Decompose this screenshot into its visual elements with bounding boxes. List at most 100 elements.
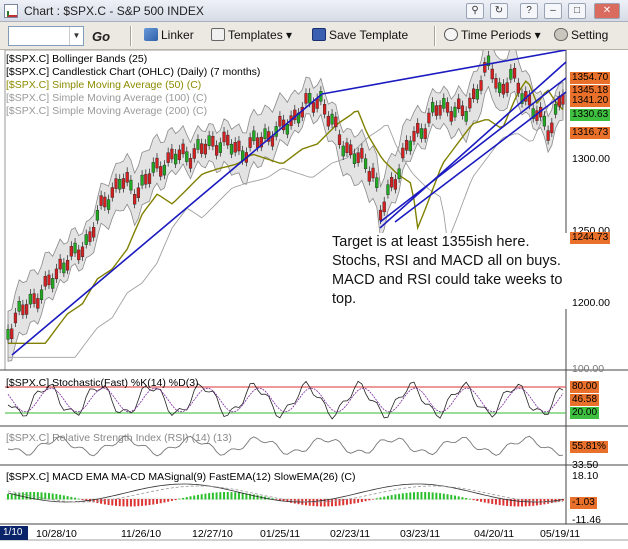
- maximize-button[interactable]: □: [568, 3, 586, 19]
- candle-body: [278, 115, 282, 127]
- candle-body: [21, 304, 25, 316]
- date-axis-label: 01/25/11: [260, 528, 301, 540]
- macd-histogram-bar: [472, 499, 475, 501]
- price-value-tag: 1316.73: [570, 127, 611, 139]
- price-legend-item: [$SPX.C] Simple Moving Average (50) (C): [6, 79, 202, 91]
- time-periods-label: Time Periods: [461, 28, 532, 42]
- price-value-tag: 1345.18: [570, 85, 611, 97]
- macd-histogram-bar: [7, 493, 9, 500]
- candle-body: [360, 148, 364, 159]
- candle-body: [546, 130, 550, 141]
- macd-histogram-bar: [122, 499, 125, 507]
- toolbar-divider: [434, 26, 436, 46]
- rsi-axis-low: 33.50: [572, 459, 599, 471]
- macd-histogram-bar: [398, 493, 401, 500]
- candle-body: [185, 151, 189, 162]
- macd-histogram-bar: [286, 499, 289, 503]
- candle-body: [352, 153, 357, 164]
- stoch-k-line: [7, 380, 564, 420]
- macd-histogram-bar: [513, 499, 516, 507]
- macd-histogram-bar: [476, 499, 479, 501]
- price-value-tag: 1330.63: [570, 109, 611, 121]
- title-bar: Chart : $SPX.C - S&P 500 INDEX ⚲ ↻ ? – □…: [0, 0, 628, 22]
- candle-body: [103, 196, 107, 208]
- candle-body: [431, 102, 435, 113]
- price-legend-item: [$SPX.C] Simple Moving Average (200) (C): [6, 105, 208, 117]
- candle-body: [155, 157, 159, 169]
- date-axis-label: 03/23/11: [400, 528, 441, 540]
- candle-body: [408, 140, 412, 152]
- macd-histogram-bar: [461, 497, 464, 500]
- macd-histogram-bar: [338, 499, 341, 506]
- chevron-down-icon[interactable]: ▼: [69, 27, 83, 45]
- candle-body: [166, 152, 170, 163]
- candle-body: [114, 178, 118, 189]
- date-scroll-handle[interactable]: 1/10: [0, 526, 28, 540]
- symbol-combobox[interactable]: ▼: [8, 26, 84, 46]
- macd-histogram-bar: [506, 499, 509, 506]
- candle-body: [118, 178, 122, 190]
- macd-histogram-bar: [364, 499, 367, 502]
- linker-button[interactable]: Linker: [144, 28, 194, 42]
- time-periods-button[interactable]: Time Periods ▾: [444, 28, 541, 42]
- candle-body: [498, 82, 502, 93]
- candle-body: [334, 116, 338, 128]
- candle-body: [58, 258, 62, 270]
- macd-histogram-bar: [401, 493, 404, 500]
- candle-body: [464, 111, 468, 122]
- candle-body: [423, 128, 427, 139]
- macd-panel-header: [$SPX.C] MACD EMA MA-CD MASignal(9) Fast…: [6, 471, 356, 483]
- macd-histogram-bar: [174, 499, 177, 501]
- macd-histogram-bar: [237, 492, 240, 500]
- macd-histogram-bar: [334, 499, 337, 507]
- macd-histogram-bar: [129, 499, 132, 507]
- settings-button[interactable]: Setting: [554, 28, 608, 42]
- macd-histogram-bar: [189, 496, 192, 500]
- minimize-button[interactable]: –: [544, 3, 562, 19]
- close-button[interactable]: ✕: [594, 3, 620, 19]
- macd-histogram-bar: [282, 499, 285, 502]
- macd-histogram-bar: [185, 497, 188, 500]
- macd-histogram-bar: [390, 495, 393, 500]
- macd-histogram-bar: [494, 499, 497, 505]
- macd-histogram-bar: [319, 499, 322, 507]
- candle-body: [457, 98, 461, 110]
- candle-body: [28, 293, 32, 305]
- candle-body: [308, 93, 312, 104]
- candle-body: [393, 179, 397, 190]
- pin-icon[interactable]: ⚲: [466, 3, 484, 19]
- macd-histogram-bar: [21, 492, 24, 500]
- candle-body: [479, 80, 483, 91]
- chart-canvas[interactable]: [$SPX.C] Bollinger Bands (25) [$SPX.C] Ca…: [0, 50, 628, 549]
- candle-body: [442, 98, 446, 109]
- price-value-tag: 1341.20: [570, 95, 611, 107]
- price-legend-item: [$SPX.C] Bollinger Bands (25): [6, 53, 148, 65]
- toolbar-divider: [130, 26, 132, 46]
- candle-body: [509, 69, 513, 80]
- trendline: [379, 61, 567, 229]
- candle-body: [323, 104, 327, 115]
- go-button[interactable]: Go: [92, 29, 111, 44]
- candle-body: [129, 179, 133, 191]
- save-template-button[interactable]: Save Template: [312, 28, 408, 42]
- macd-histogram-bar: [446, 494, 449, 500]
- macd-histogram-bar: [427, 492, 430, 500]
- candle-body: [363, 158, 368, 169]
- save-icon: [312, 28, 326, 41]
- macd-histogram-bar: [528, 499, 531, 507]
- trendline: [321, 50, 567, 95]
- rsi-line: [7, 435, 564, 457]
- trendline: [11, 93, 323, 356]
- candle-body: [10, 328, 14, 340]
- candle-body: [229, 143, 234, 155]
- macd-histogram-bar: [368, 499, 371, 501]
- macd-histogram-bar: [55, 494, 58, 500]
- templates-button[interactable]: Templates ▾: [211, 28, 292, 42]
- macd-histogram-bar: [92, 499, 95, 503]
- macd-histogram-bar: [465, 497, 468, 500]
- macd-histogram-bar: [450, 494, 453, 500]
- linker-label: Linker: [161, 28, 194, 42]
- help-icon[interactable]: ?: [520, 3, 538, 19]
- candle-body: [490, 68, 494, 80]
- refresh-icon[interactable]: ↻: [490, 3, 508, 19]
